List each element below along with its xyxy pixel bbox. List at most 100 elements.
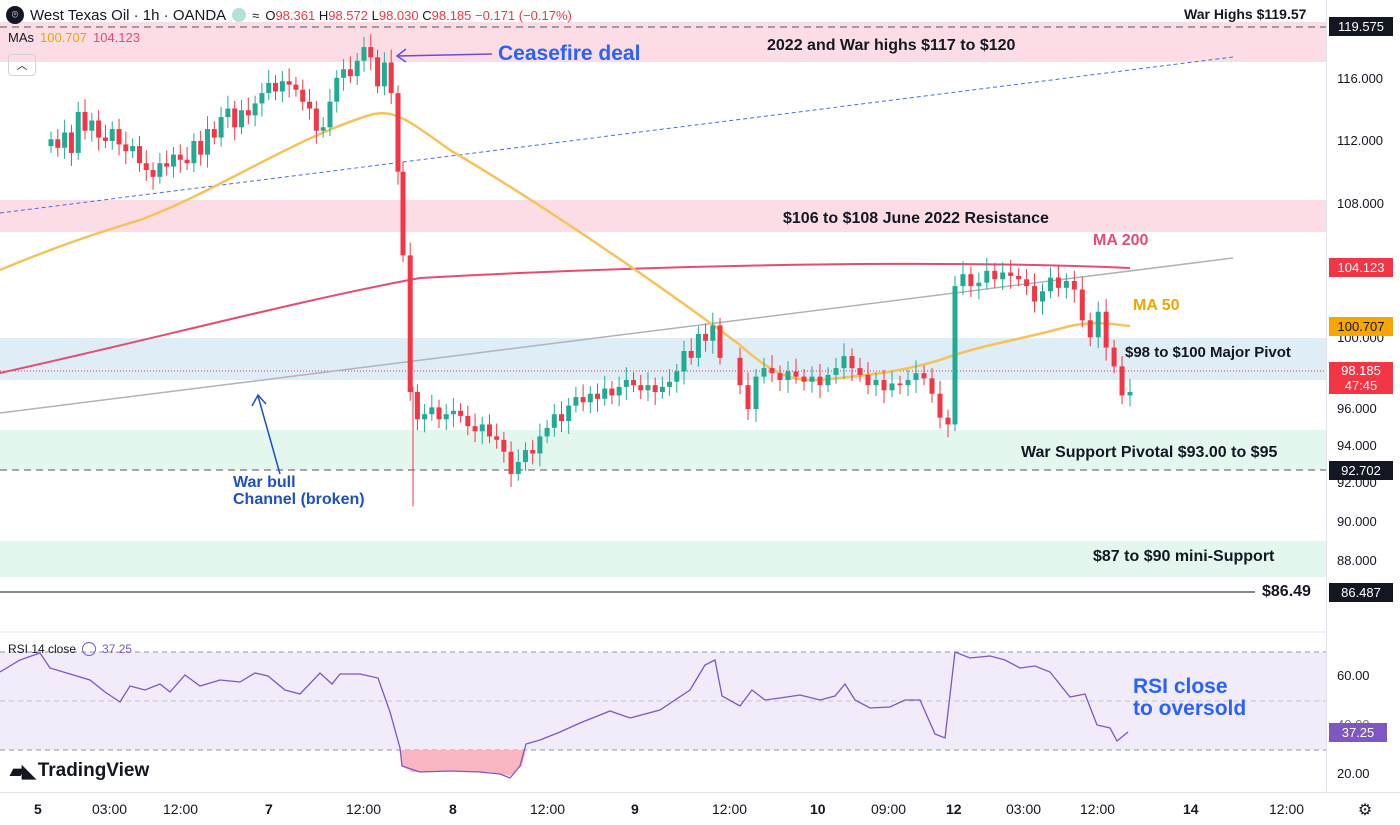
- candle-body: [616, 386, 622, 396]
- candle-body: [1111, 347, 1117, 367]
- ma200-legend-value: 104.123: [93, 30, 140, 45]
- rsi-settings-icon[interactable]: [82, 642, 97, 656]
- candle-body: [388, 62, 394, 94]
- mini-support-label: $87 to $90 mini-Support: [1093, 548, 1275, 565]
- ceasefire-arrow: [395, 48, 493, 63]
- candle-body: [1024, 279, 1030, 287]
- candle-body: [889, 383, 895, 391]
- candle-body: [414, 391, 420, 420]
- candle-body: [929, 378, 935, 394]
- market-status-icon[interactable]: [232, 8, 247, 22]
- candle-body: [313, 108, 319, 131]
- candle-body: [279, 81, 285, 92]
- candle-body: [225, 108, 231, 118]
- candle-body: [89, 120, 95, 131]
- tradingview-logo[interactable]: ▰◣ TradingView: [10, 760, 149, 782]
- high-label: H: [318, 7, 329, 23]
- price-tick: 94.000: [1337, 438, 1377, 453]
- symbol-logo-icon[interactable]: ⌾: [6, 6, 24, 24]
- candle-body: [793, 371, 799, 377]
- candle-body: [191, 140, 197, 164]
- price-tick: 108.000: [1337, 196, 1384, 211]
- candle-body: [952, 286, 958, 425]
- candle-body: [354, 60, 360, 77]
- badge-support: 92.702: [1329, 461, 1393, 480]
- candle-body: [307, 101, 313, 109]
- candle-body: [293, 84, 299, 90]
- candle-body: [905, 380, 911, 386]
- rsi-tick: 20.00: [1337, 766, 1370, 781]
- candle-body: [136, 146, 142, 164]
- symbol-title[interactable]: West Texas Oil · 1h · OANDA: [30, 6, 227, 24]
- candle-body: [143, 163, 149, 171]
- price-tick: 88.000: [1337, 553, 1377, 568]
- candle-body: [695, 333, 701, 358]
- time-tick: 09:00: [871, 801, 907, 817]
- candle-body: [703, 333, 709, 341]
- candle-body: [75, 111, 81, 153]
- rsi-note-line-1: RSI close: [1133, 675, 1228, 698]
- candle-body: [761, 368, 767, 377]
- badge-ma200: 104.123: [1329, 258, 1393, 277]
- candle-body: [1016, 275, 1022, 280]
- close-value: 98.185: [431, 7, 472, 23]
- candle-body: [102, 137, 108, 141]
- candle-body: [62, 132, 68, 148]
- candle-body: [623, 380, 629, 387]
- candle-body: [407, 255, 413, 392]
- rsi-legend[interactable]: RSI 14 close 37.25: [8, 642, 132, 656]
- badge-86: 86.487: [1329, 583, 1393, 602]
- candle-body: [395, 93, 401, 172]
- last-price-value: 98.185: [1341, 363, 1381, 378]
- candle-body: [984, 270, 990, 283]
- candle-body: [347, 69, 353, 77]
- candle-body: [602, 388, 608, 399]
- price-axis[interactable]: 116.000 112.000 108.000 100.000 96.000 9…: [1326, 0, 1400, 792]
- candle-body: [881, 380, 887, 391]
- candle-body: [361, 47, 367, 61]
- collapse-legend-button[interactable]: ︿: [8, 54, 36, 76]
- rsi-oversold-fill: [400, 750, 526, 776]
- candle-body: [239, 110, 245, 128]
- candle-body: [450, 410, 456, 415]
- candle-body: [327, 101, 333, 128]
- candle-body: [123, 144, 129, 152]
- rsi-tick: 60.00: [1337, 668, 1370, 683]
- war-bull-line-2: Channel (broken): [233, 491, 365, 508]
- candle-body: [48, 139, 54, 147]
- candle-body: [753, 376, 759, 410]
- time-tick: 12:00: [530, 801, 566, 817]
- candle-body: [968, 274, 974, 287]
- candle-body: [551, 414, 557, 428]
- rsi-line: [0, 651, 1129, 779]
- candle-body: [273, 82, 279, 92]
- ma50-label: MA 50: [1133, 297, 1180, 314]
- candle-body: [580, 397, 586, 403]
- price-tick: 116.000: [1337, 71, 1384, 86]
- candle-body: [544, 427, 550, 437]
- candle-body: [245, 110, 251, 116]
- chart-header: ⌾ West Texas Oil · 1h · OANDA ≈ O98.361 …: [6, 0, 572, 30]
- war-bull-line-1: War bull: [233, 474, 296, 491]
- war-bull-channel-upper: [0, 56, 1234, 214]
- time-tick: 03:00: [92, 801, 128, 817]
- candle-body: [422, 414, 428, 420]
- candle-body: [652, 385, 658, 392]
- candle-body: [825, 374, 831, 386]
- zone-june-2022-resistance: [0, 200, 1326, 232]
- badge-last-price: 98.185 47:45: [1329, 362, 1393, 394]
- price-tick: 96.000: [1337, 401, 1377, 416]
- time-axis[interactable]: 5 03:00 12:00 7 12:00 8 12:00 9 12:00 10…: [0, 792, 1400, 825]
- mas-legend[interactable]: MAs 100.707 104.123: [8, 30, 140, 45]
- candle-body: [530, 450, 536, 454]
- zone-war-highs: [0, 22, 1326, 62]
- candle-body: [116, 129, 122, 145]
- time-tick: 12:00: [346, 801, 382, 817]
- candle-body: [537, 436, 543, 454]
- candle-body: [960, 274, 966, 287]
- settings-gear-icon[interactable]: ⚙: [1357, 802, 1373, 819]
- candle-body: [479, 424, 485, 432]
- candle-body: [82, 111, 88, 131]
